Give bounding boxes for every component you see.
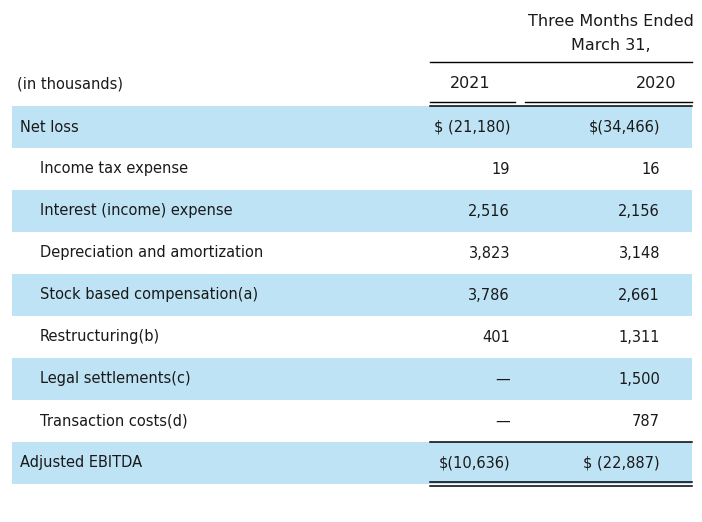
Text: 2,661: 2,661 — [618, 288, 660, 303]
Text: $ (21,180): $ (21,180) — [434, 120, 510, 135]
Bar — [12, 106, 692, 148]
Text: 2,156: 2,156 — [618, 204, 660, 219]
Text: $(10,636): $(10,636) — [438, 456, 510, 470]
Bar — [12, 442, 692, 484]
Text: 2,516: 2,516 — [468, 204, 510, 219]
Text: Net loss: Net loss — [20, 120, 79, 135]
Text: $ (22,887): $ (22,887) — [583, 456, 660, 470]
Text: 16: 16 — [642, 161, 660, 176]
Text: 19: 19 — [491, 161, 510, 176]
Bar — [12, 358, 692, 400]
Text: 787: 787 — [632, 413, 660, 429]
Text: 3,148: 3,148 — [618, 245, 660, 260]
Text: 1,311: 1,311 — [618, 329, 660, 345]
Text: (in thousands): (in thousands) — [17, 77, 123, 91]
Text: —: — — [495, 413, 510, 429]
Text: Legal settlements(c): Legal settlements(c) — [40, 372, 191, 386]
Text: March 31,: March 31, — [571, 39, 651, 53]
Text: Adjusted EBITDA: Adjusted EBITDA — [20, 456, 142, 470]
Text: Stock based compensation(a): Stock based compensation(a) — [40, 288, 258, 303]
Bar — [12, 190, 692, 232]
Text: 2020: 2020 — [636, 77, 676, 91]
Text: 2021: 2021 — [450, 77, 490, 91]
Text: 1,500: 1,500 — [618, 372, 660, 386]
Text: Transaction costs(d): Transaction costs(d) — [40, 413, 187, 429]
Text: Income tax expense: Income tax expense — [40, 161, 188, 176]
Text: $(34,466): $(34,466) — [588, 120, 660, 135]
Text: 3,786: 3,786 — [468, 288, 510, 303]
Text: Interest (income) expense: Interest (income) expense — [40, 204, 232, 219]
Text: Depreciation and amortization: Depreciation and amortization — [40, 245, 263, 260]
Text: Three Months Ended: Three Months Ended — [528, 15, 694, 30]
Text: 3,823: 3,823 — [468, 245, 510, 260]
Text: —: — — [495, 372, 510, 386]
Text: Restructuring(b): Restructuring(b) — [40, 329, 160, 345]
Bar — [12, 274, 692, 316]
Text: 401: 401 — [482, 329, 510, 345]
